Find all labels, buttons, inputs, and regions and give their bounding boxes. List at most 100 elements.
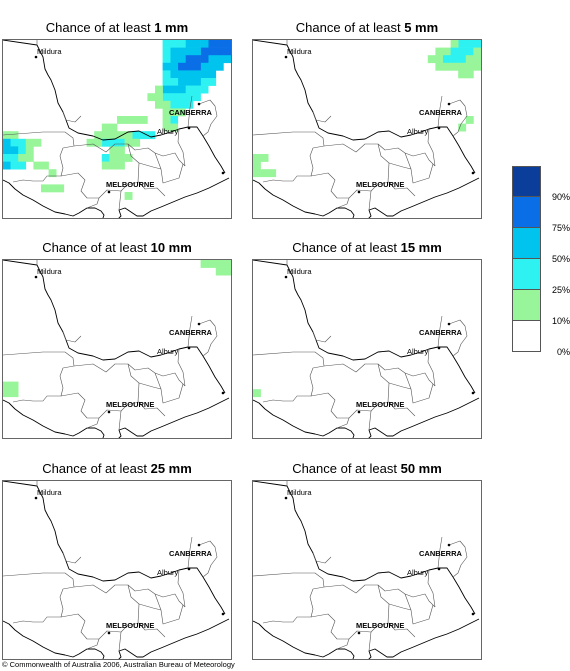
legend-label-50: 50% [551,254,570,264]
city-marker [187,126,191,130]
probability-cell [101,154,110,162]
title-amount: 5 mm [404,20,439,35]
probability-cell [177,108,186,117]
probability-cell [117,146,125,155]
panel-title: Chance of at least 1 mm [2,18,232,38]
map-svg: Mildura CANBERRA Albury MELBOURNE [3,40,231,218]
probability-cell [193,93,201,102]
probability-cell [109,138,118,147]
copyright-notice: © Commonwealth of Australia 2006, Austra… [2,660,235,669]
probability-cell [162,123,171,132]
district-boundary [336,638,350,650]
legend-label-0: 0% [556,347,570,357]
place-label-albury: Albury [157,127,179,136]
city-marker [187,567,191,571]
city-marker [221,171,225,175]
probability-cell [208,70,217,79]
place-label-albury: Albury [157,568,179,577]
probability-cell [215,62,224,71]
city-marker [107,190,111,194]
probability-cell [473,40,481,48]
probability-cell [170,85,179,94]
probability-cell [177,70,186,79]
city-marker [437,126,441,130]
district-boundary [310,172,416,199]
probability-cell [177,47,186,56]
probability-cell [200,70,209,79]
probability-cell [155,93,163,102]
coastline [253,177,480,218]
probability-cell [200,55,209,64]
state-border [253,481,476,615]
coastline [253,618,480,659]
probability-cell [124,131,133,140]
probability-cell [162,55,171,64]
place-label-albury: Albury [407,568,429,577]
district-boundary [138,382,162,390]
district-boundary [427,569,436,608]
probability-cell [193,78,201,86]
probability-cell [117,131,125,140]
place-label-mildura: Mildura [37,267,62,276]
district-boundary [198,99,218,137]
probability-map: Mildura CANBERRA Albury MELBOURNE [2,259,232,439]
probability-cell [215,260,224,268]
map-svg: Mildura CANBERRA Albury MELBOURNE [253,40,481,218]
district-boundary [368,190,372,211]
map-boundaries [3,40,230,218]
probability-cell [443,62,451,71]
probability-cell [162,100,171,109]
probability-cell [177,55,186,64]
probability-cell [260,169,269,178]
probability-cell [208,55,217,64]
district-boundary [138,162,162,170]
legend-label-25: 25% [551,285,570,295]
probability-cell [41,161,49,170]
district-boundary [323,363,436,387]
place-label-mildura: Mildura [287,267,312,276]
district-boundary [368,410,372,431]
place-label-canberra: CANBERRA [169,108,213,117]
probability-cell [215,40,224,48]
probability-cell [465,116,474,124]
district-boundary [3,131,75,183]
probability-cell [185,85,194,94]
district-boundary [388,382,412,390]
probability-cell [162,47,171,56]
probability-cell [124,138,133,147]
place-label-canberra: CANBERRA [419,549,463,558]
probability-cell [223,267,231,276]
probability-cell [33,138,42,147]
probability-cell [223,47,231,56]
district-boundary [323,143,436,167]
district-boundary [86,417,100,429]
probability-cell [162,85,171,94]
city-marker [197,102,201,106]
place-label-melbourne: MELBOURNE [106,180,154,189]
city-marker [284,55,288,59]
probability-cell [109,154,118,162]
city-marker [357,190,361,194]
probability-cell [139,116,148,124]
probability-cell [170,78,179,86]
legend-label-10: 10% [551,316,570,326]
probability-cell [170,123,179,132]
probability-cell [139,131,148,140]
probability-cell [260,154,269,162]
city-marker [447,102,451,106]
map-svg: Mildura CANBERRA Albury MELBOURNE [3,260,231,438]
probability-cell [208,47,217,56]
city-marker [471,612,475,616]
district-boundary [187,536,193,569]
title-amount: 1 mm [154,20,189,35]
city-marker [471,171,475,175]
legend-swatch-0 [512,321,541,352]
probability-cell [147,131,156,140]
probability-cell [132,131,141,140]
probability-cell [101,161,110,170]
probability-cell [465,55,474,64]
probability-cell [25,138,34,147]
probability-cell [458,47,467,56]
probability-cell [41,184,49,193]
city-marker [437,346,441,350]
